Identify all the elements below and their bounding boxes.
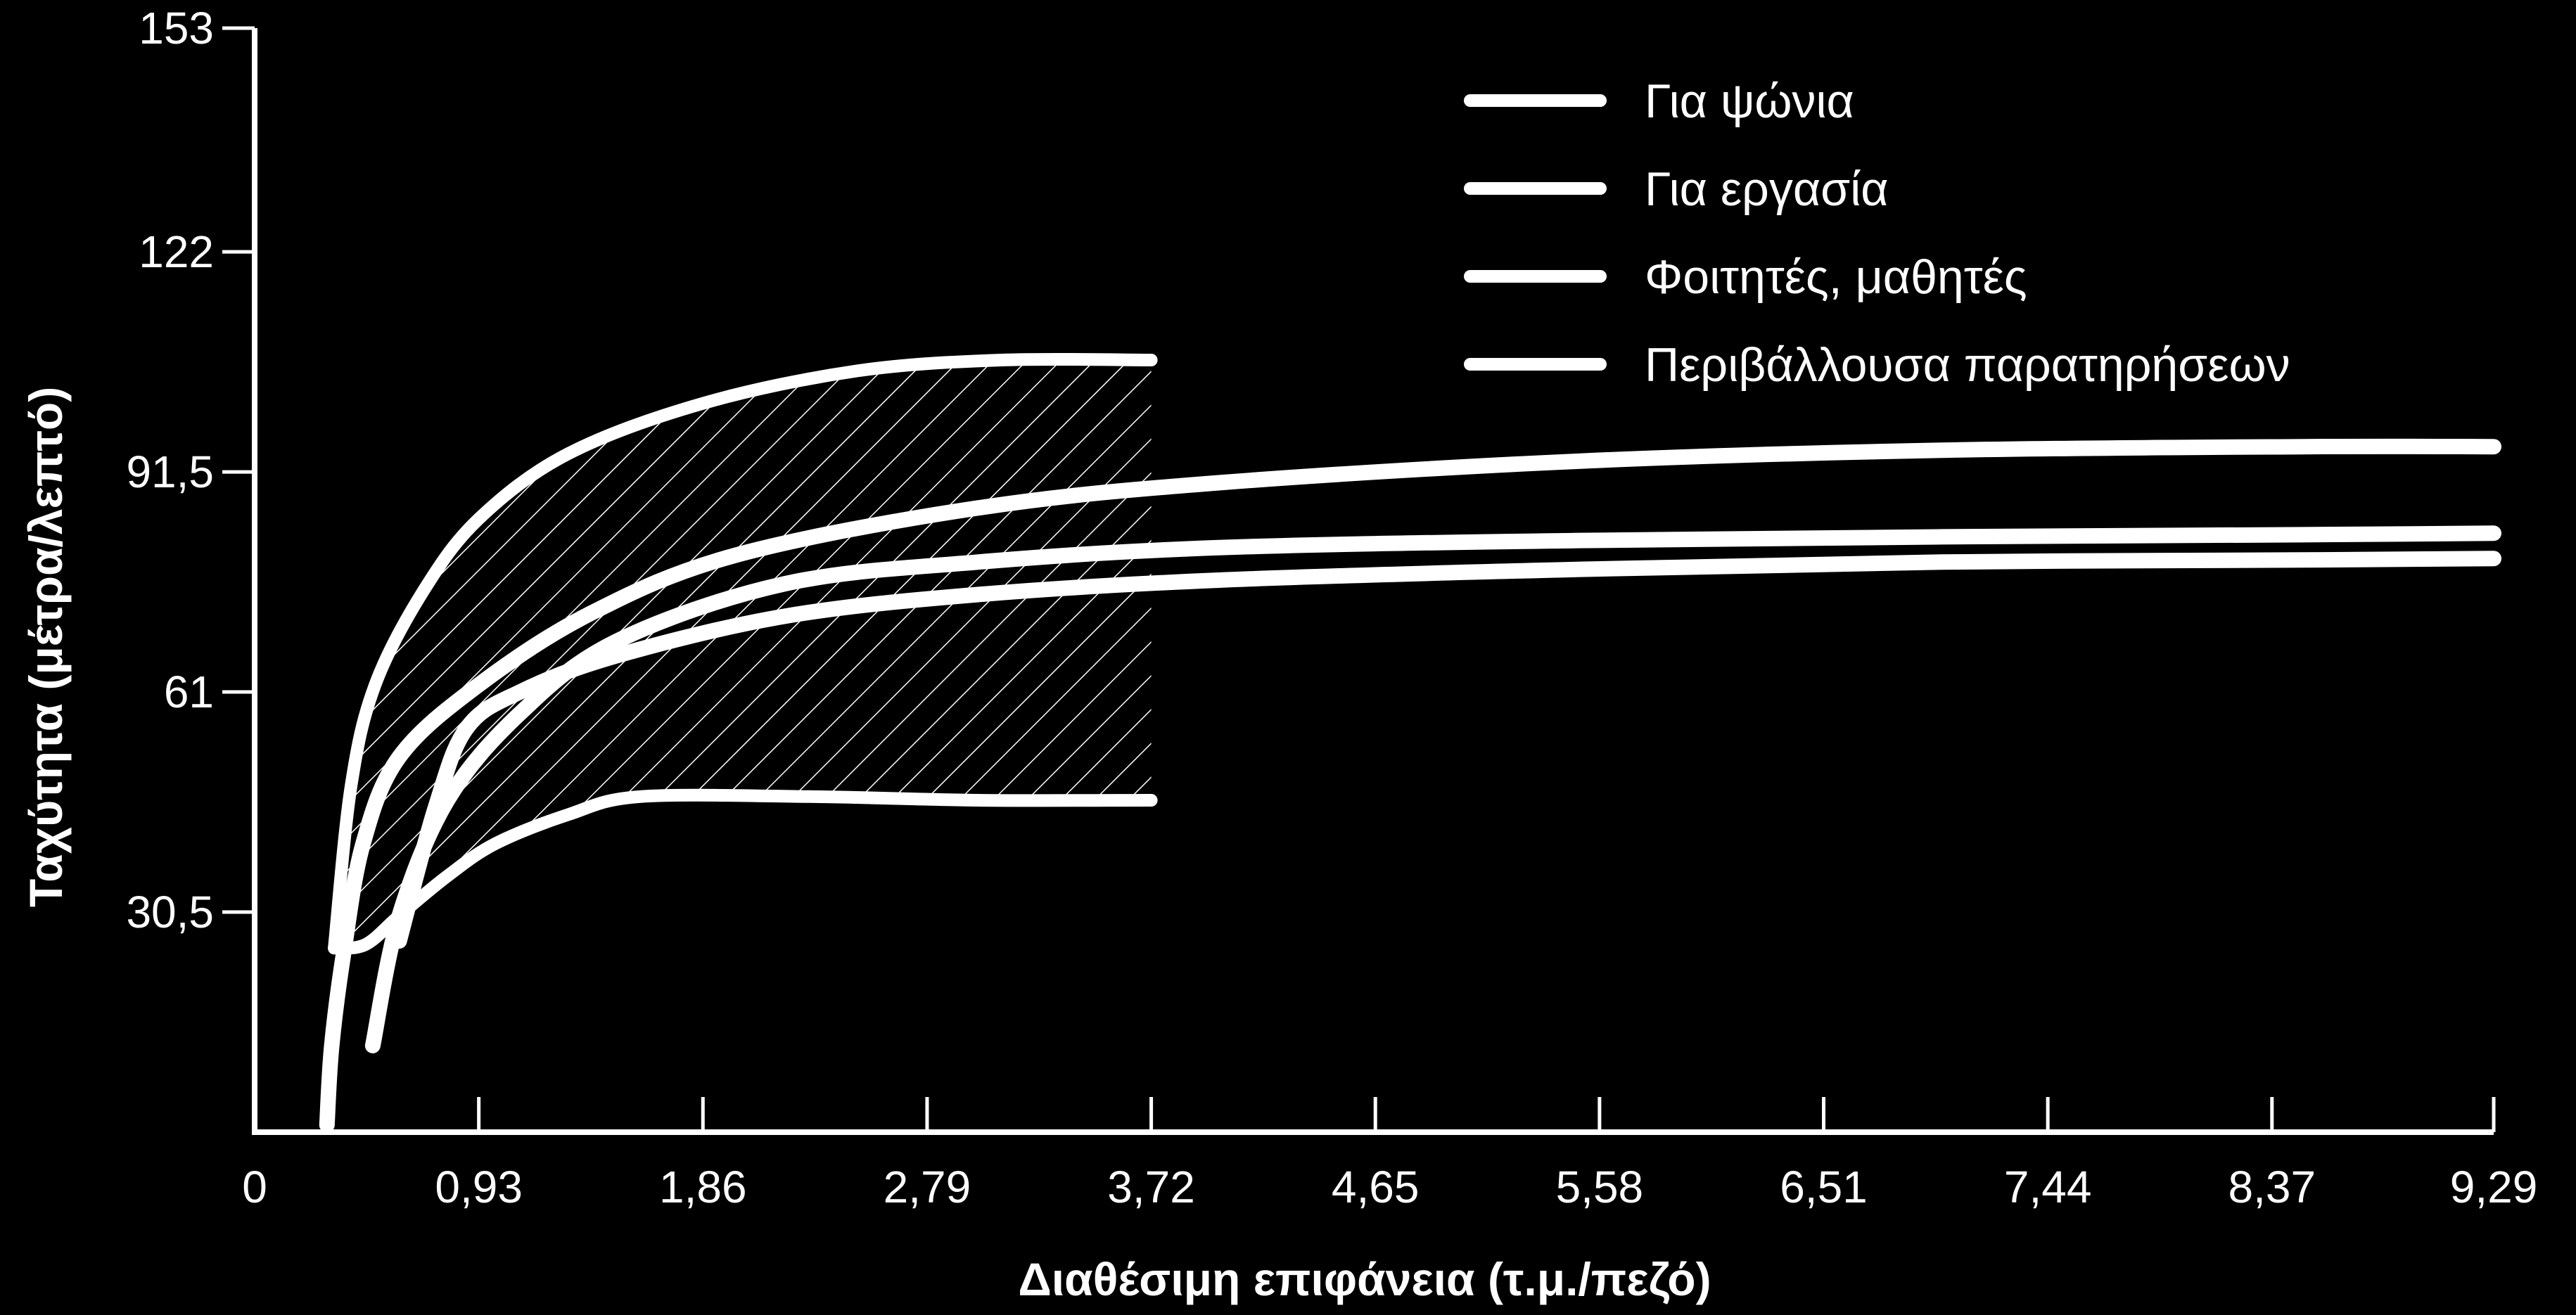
- x-tick-label: 7,44: [2004, 1162, 2092, 1212]
- y-tick-label: 153: [139, 3, 214, 53]
- x-tick-label: 8,37: [2229, 1162, 2316, 1212]
- legend-label-4: Περιβάλλουσα παρατηρήσεων: [1645, 338, 2290, 392]
- y-tick-label: 30,5: [126, 887, 214, 937]
- y-tick-label: 61: [164, 667, 214, 717]
- y-axis-title: Ταχύτητα (μέτρα/λεπτό): [20, 387, 72, 907]
- series-line-2: [319, 438, 2501, 1133]
- x-axis-title: Διαθέσιμη επιφάνεια (τ.μ./πεζό): [1018, 1253, 1711, 1305]
- series-line-3: [391, 551, 2501, 949]
- y-tick-label: 122: [139, 226, 214, 277]
- series-line-1: [364, 525, 2501, 1053]
- plot-area: [319, 352, 2501, 1133]
- y-tick-label: 91,5: [126, 447, 214, 497]
- x-tick-label: 5,58: [1556, 1162, 1644, 1212]
- axes: 30,5 61 91,5 122 153 0 0,93 1,86 2,79 3,72 4,65 5,5…: [126, 3, 2537, 1212]
- legend-label-3: Φοιτητές, μαθητές: [1645, 250, 2027, 304]
- legend-label-2: Για εργασία: [1645, 162, 1889, 216]
- legend: Για ψώνια Για εργασία Φοιτητές, μαθητές Περ…: [1464, 75, 2290, 392]
- x-tick-label: 9,29: [2450, 1162, 2538, 1212]
- envelope-hatch-fill: [334, 359, 1152, 949]
- envelope-upper-line: [328, 352, 1158, 955]
- x-tick-label: 1,86: [659, 1162, 747, 1212]
- x-tick-label: 3,72: [1107, 1162, 1195, 1212]
- legend-label-1: Για ψώνια: [1645, 75, 1854, 128]
- x-tick-label: 2,79: [884, 1162, 971, 1212]
- x-tick-label: 4,65: [1332, 1162, 1420, 1212]
- x-tick-label: 6,51: [1780, 1162, 1868, 1212]
- x-tick-label: 0: [242, 1162, 267, 1212]
- x-tick-label: 0,93: [435, 1162, 523, 1212]
